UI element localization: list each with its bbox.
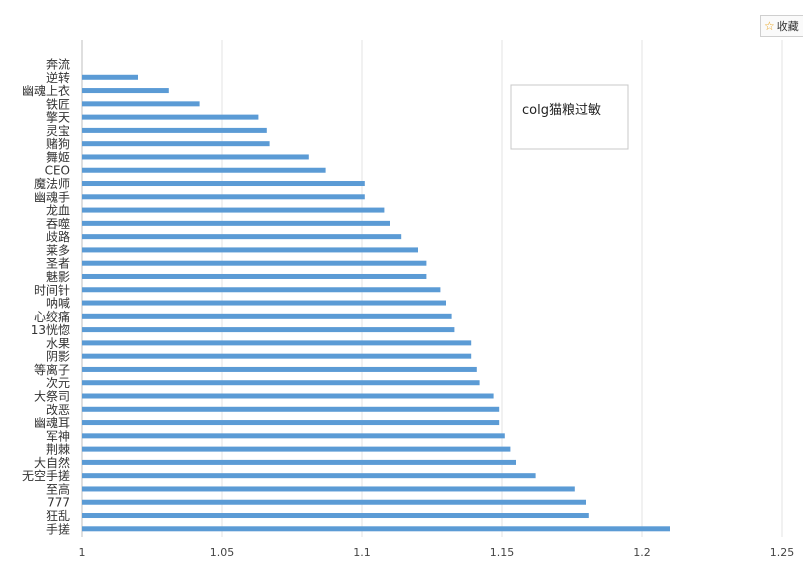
category-label: 荆棘: [46, 443, 70, 457]
category-label: 灵宝: [46, 124, 70, 138]
bar: [82, 473, 536, 479]
bar: [82, 366, 477, 372]
category-label: 狂乱: [46, 509, 70, 523]
bar: [82, 499, 586, 505]
category-label: 魅影: [46, 269, 70, 284]
category-label: 改恶: [46, 403, 70, 417]
category-label: 至高: [46, 481, 70, 496]
bar: [82, 433, 505, 439]
bar: [82, 260, 427, 266]
category-label: 歧路: [46, 229, 70, 244]
category-label: 奔流: [46, 58, 70, 72]
category-label: 心绞痛: [34, 309, 70, 324]
star-icon: ☆: [764, 19, 775, 33]
x-tick-label: 1.15: [490, 546, 515, 559]
bar: [82, 327, 455, 333]
bar: [82, 154, 309, 160]
bar: [82, 513, 589, 519]
bar: [82, 393, 494, 399]
bar: [82, 220, 390, 226]
category-label: 擎天: [46, 110, 70, 125]
annotation-box: colg猫粮过敏: [510, 84, 629, 150]
bar: [82, 194, 365, 200]
x-axis-ticks: 1 1.05 1.1 1.15 1.2 1.25: [79, 546, 795, 559]
bar: [82, 74, 138, 80]
category-label: 魔法师: [34, 176, 70, 191]
bar: [82, 234, 402, 240]
category-label: 等离子: [34, 362, 70, 377]
bar: [82, 181, 365, 187]
category-label: 无空手搓: [22, 468, 70, 483]
category-labels: 奔流逆转幽魂上衣铁匠擎天灵宝赌狗舞姬CEO魔法师幽魂手龙血吞噬歧路莱多圣者魅影时…: [22, 58, 70, 537]
bar: [82, 446, 511, 452]
category-label: 大自然: [34, 455, 70, 470]
bar: [82, 88, 169, 94]
bar: [82, 340, 472, 346]
bar: [82, 287, 441, 293]
bar: [82, 300, 446, 306]
category-label: 777: [47, 496, 70, 510]
category-label: 舞姬: [46, 150, 70, 164]
category-label: 阴影: [46, 350, 70, 364]
bar: [82, 459, 516, 465]
category-label: 呐喊: [46, 297, 70, 311]
bar: [82, 207, 385, 213]
category-label: 军神: [46, 429, 70, 443]
bar: [82, 273, 427, 279]
bar: [82, 247, 418, 253]
category-label: 手搓: [46, 521, 70, 536]
bar: [82, 526, 670, 532]
x-tick-label: 1.05: [210, 546, 235, 559]
bars: [82, 74, 670, 532]
category-label: 幽魂耳: [34, 415, 70, 430]
bar: [82, 486, 575, 492]
category-label: 大祭司: [34, 390, 70, 404]
bar: [82, 353, 472, 359]
category-label: 莱多: [46, 243, 70, 257]
annotation-text: colg猫粮过敏: [522, 103, 601, 118]
x-tick-label: 1.2: [633, 546, 651, 559]
x-tick-label: 1: [79, 546, 86, 559]
x-tick-label: 1.1: [353, 546, 371, 559]
category-label: 铁匠: [46, 97, 70, 111]
bar: [82, 167, 326, 173]
category-label: CEO: [45, 164, 70, 178]
bar: [82, 380, 480, 386]
category-label: 吞噬: [46, 216, 70, 231]
category-label: 幽魂手: [34, 189, 70, 204]
bar: [82, 114, 259, 120]
bar: [82, 127, 267, 133]
category-label: 水果: [46, 336, 70, 350]
bar: [82, 141, 270, 147]
bar: [82, 420, 500, 426]
category-label: 幽魂上衣: [22, 83, 70, 98]
favorite-label: 收藏: [776, 21, 799, 33]
bar: [82, 313, 452, 319]
category-label: 时间针: [34, 282, 70, 297]
x-tick-label: 1.25: [770, 546, 795, 559]
category-label: 次元: [46, 376, 70, 390]
category-label: 圣者: [46, 257, 70, 271]
favorite-button[interactable]: ☆ 收藏: [760, 15, 803, 37]
category-label: 逆转: [46, 70, 70, 85]
category-label: 龙血: [46, 204, 70, 218]
bar: [82, 406, 500, 412]
bar: [82, 101, 200, 107]
category-label: 赌狗: [46, 137, 70, 151]
category-label: 13恍惚: [31, 322, 70, 337]
